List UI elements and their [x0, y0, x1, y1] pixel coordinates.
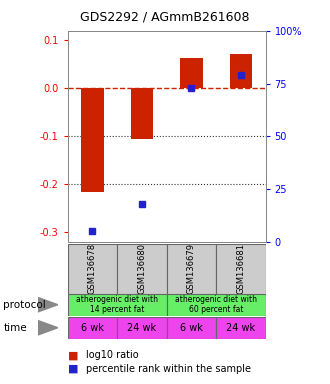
Polygon shape	[38, 298, 58, 312]
Bar	[117, 317, 167, 339]
Bar	[180, 58, 203, 88]
Text: ■: ■	[68, 350, 78, 360]
Bar	[216, 244, 266, 294]
Bar	[167, 244, 216, 294]
Bar	[131, 88, 153, 139]
Bar	[167, 317, 216, 339]
Text: percentile rank within the sample: percentile rank within the sample	[86, 364, 251, 374]
Text: 6 wk: 6 wk	[81, 323, 104, 333]
Polygon shape	[38, 321, 58, 335]
Bar	[68, 294, 167, 316]
Text: ■: ■	[68, 364, 78, 374]
Text: time: time	[3, 323, 27, 333]
Bar	[68, 244, 117, 294]
Text: 24 wk: 24 wk	[226, 323, 255, 333]
Bar	[167, 294, 266, 316]
Text: atherogenic diet with
60 percent fat: atherogenic diet with 60 percent fat	[175, 295, 257, 314]
Text: atherogenic diet with
14 percent fat: atherogenic diet with 14 percent fat	[76, 295, 158, 314]
Text: GSM136678: GSM136678	[88, 243, 97, 295]
Text: GSM136681: GSM136681	[236, 243, 246, 294]
Text: GDS2292 / AGmmB261608: GDS2292 / AGmmB261608	[80, 11, 250, 24]
Bar	[117, 244, 167, 294]
Text: 24 wk: 24 wk	[127, 323, 156, 333]
Bar	[230, 54, 252, 88]
Text: 6 wk: 6 wk	[180, 323, 203, 333]
Text: log10 ratio: log10 ratio	[86, 350, 138, 360]
Bar	[216, 317, 266, 339]
Bar	[68, 317, 117, 339]
Text: GSM136680: GSM136680	[137, 243, 147, 294]
Text: GSM136679: GSM136679	[187, 243, 196, 294]
Text: protocol: protocol	[3, 300, 46, 310]
Bar	[81, 88, 104, 192]
